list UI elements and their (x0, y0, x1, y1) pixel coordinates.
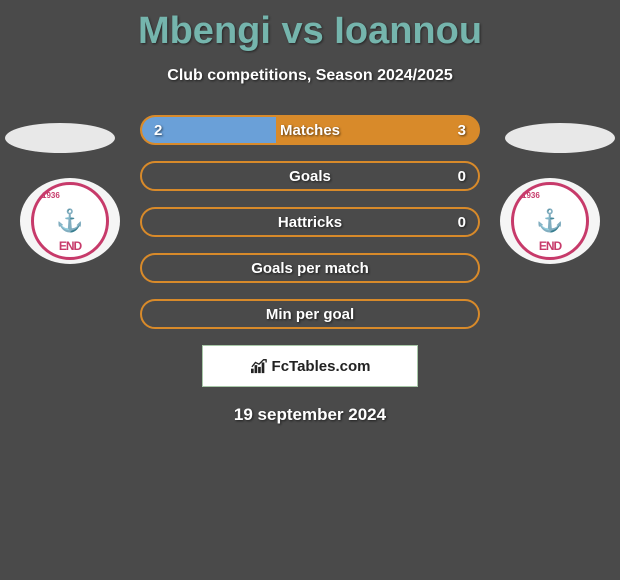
stats-container: 2Matches3Goals0Hattricks0Goals per match… (140, 115, 480, 329)
stat-row: Goals per match (140, 253, 480, 283)
stat-label: Matches (142, 122, 478, 139)
stat-label: Goals (142, 168, 478, 185)
badge-year-right: 1936 (522, 191, 540, 200)
brand-footer[interactable]: FcTables.com (202, 345, 418, 387)
stat-row: Hattricks0 (140, 207, 480, 237)
subtitle: Club competitions, Season 2024/2025 (0, 67, 620, 85)
badge-year-left: 1936 (42, 191, 60, 200)
stat-right-value: 0 (458, 168, 466, 185)
player-marker-left (5, 123, 115, 153)
badge-text-left: END (59, 239, 81, 253)
anchor-icon: ⚓ (536, 208, 563, 234)
anchor-icon: ⚓ (56, 208, 83, 234)
stat-right-value: 0 (458, 214, 466, 231)
player-marker-right (505, 123, 615, 153)
stat-right-value: 3 (458, 122, 466, 139)
page-title: Mbengi vs Ioannou (0, 0, 620, 53)
stat-label: Goals per match (142, 260, 478, 277)
brand-text: FcTables.com (272, 358, 371, 375)
badge-text-right: END (539, 239, 561, 253)
date-label: 19 september 2024 (0, 405, 620, 425)
stat-label: Hattricks (142, 214, 478, 231)
club-badge-left: 1936 ⚓ END (20, 178, 120, 264)
club-badge-right: 1936 ⚓ END (500, 178, 600, 264)
stat-row: 2Matches3 (140, 115, 480, 145)
stat-row: Min per goal (140, 299, 480, 329)
stat-row: Goals0 (140, 161, 480, 191)
chart-icon (250, 358, 268, 374)
stat-label: Min per goal (142, 306, 478, 323)
